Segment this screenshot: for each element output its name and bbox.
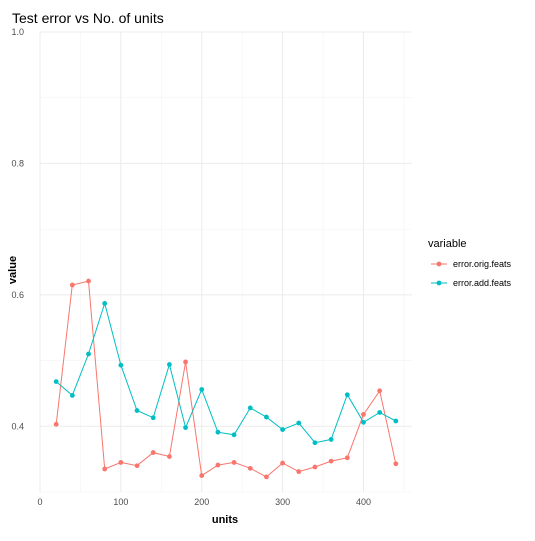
legend: variable error.orig.feats error.add.feats xyxy=(428,238,512,288)
data-point-error.add.feats xyxy=(134,408,140,413)
data-point-error.orig.feats xyxy=(361,412,366,417)
data-point-error.add.feats xyxy=(215,429,221,435)
x-tick-label: 100 xyxy=(113,497,128,507)
x-tick-label: 0 xyxy=(37,497,42,507)
data-point-error.orig.feats xyxy=(393,461,399,467)
series-group xyxy=(53,278,399,480)
tick-labels: 0 100 200 300 400 0.4 0.6 0.8 1.0 xyxy=(11,27,371,507)
grid xyxy=(39,31,412,493)
data-point-error.orig.feats xyxy=(199,473,205,478)
data-point-error.add.feats xyxy=(166,362,172,367)
data-point-error.add.feats xyxy=(393,418,399,424)
data-point-error.add.feats xyxy=(361,419,366,425)
data-point-error.add.feats xyxy=(328,437,334,442)
legend-key-point xyxy=(436,280,442,286)
data-point-error.add.feats xyxy=(312,440,318,446)
series-line-error.orig.feats xyxy=(55,280,397,478)
data-point-error.orig.feats xyxy=(134,463,140,469)
data-point-error.orig.feats xyxy=(264,474,269,480)
x-tick-label: 300 xyxy=(275,497,290,507)
legend-label: error.orig.feats xyxy=(453,259,512,269)
data-point-error.add.feats xyxy=(280,427,286,432)
data-point-error.orig.feats xyxy=(102,466,108,472)
data-point-error.add.feats xyxy=(231,432,237,438)
series-line-error.add.feats xyxy=(55,301,397,444)
data-point-error.orig.feats xyxy=(328,458,334,464)
legend-title: variable xyxy=(428,238,467,250)
data-point-error.orig.feats xyxy=(53,421,59,427)
data-point-error.orig.feats xyxy=(166,454,172,459)
y-tick-label: 1.0 xyxy=(11,27,24,37)
data-point-error.orig.feats xyxy=(150,450,156,455)
data-point-error.add.feats xyxy=(344,392,350,398)
y-tick-label: 0.6 xyxy=(11,290,24,300)
x-axis-title: units xyxy=(212,514,238,526)
y-tick-label: 0.8 xyxy=(11,158,24,168)
data-point-error.orig.feats xyxy=(377,388,383,394)
data-point-error.orig.feats xyxy=(312,464,318,470)
data-point-error.orig.feats xyxy=(69,282,75,288)
data-point-error.add.feats xyxy=(150,415,156,421)
data-point-error.orig.feats xyxy=(296,469,302,475)
data-point-error.orig.feats xyxy=(280,460,286,466)
y-tick-label: 0.4 xyxy=(11,421,24,431)
data-point-error.add.feats xyxy=(102,301,108,306)
data-point-error.add.feats xyxy=(183,425,188,430)
y-axis-title: value xyxy=(7,256,19,284)
data-point-error.add.feats xyxy=(199,387,205,392)
data-point-error.orig.feats xyxy=(118,460,124,465)
data-point-error.orig.feats xyxy=(231,460,237,465)
data-point-error.add.feats xyxy=(69,393,75,398)
x-tick-label: 400 xyxy=(356,497,371,507)
legend-key-point xyxy=(436,261,442,267)
data-point-error.add.feats xyxy=(247,405,253,411)
legend-label: error.add.feats xyxy=(453,278,512,288)
data-point-error.orig.feats xyxy=(247,465,253,471)
x-tick-label: 200 xyxy=(194,497,209,507)
data-point-error.add.feats xyxy=(296,420,302,426)
data-point-error.orig.feats xyxy=(86,278,91,284)
data-point-error.orig.feats xyxy=(183,359,188,365)
data-point-error.add.feats xyxy=(86,351,91,357)
data-point-error.add.feats xyxy=(118,362,124,368)
data-point-error.add.feats xyxy=(377,410,383,415)
data-point-error.orig.feats xyxy=(215,462,221,468)
data-point-error.orig.feats xyxy=(344,455,350,461)
chart-title: Test error vs No. of units xyxy=(12,10,164,26)
data-point-error.add.feats xyxy=(264,414,269,420)
data-point-error.add.feats xyxy=(53,379,59,384)
